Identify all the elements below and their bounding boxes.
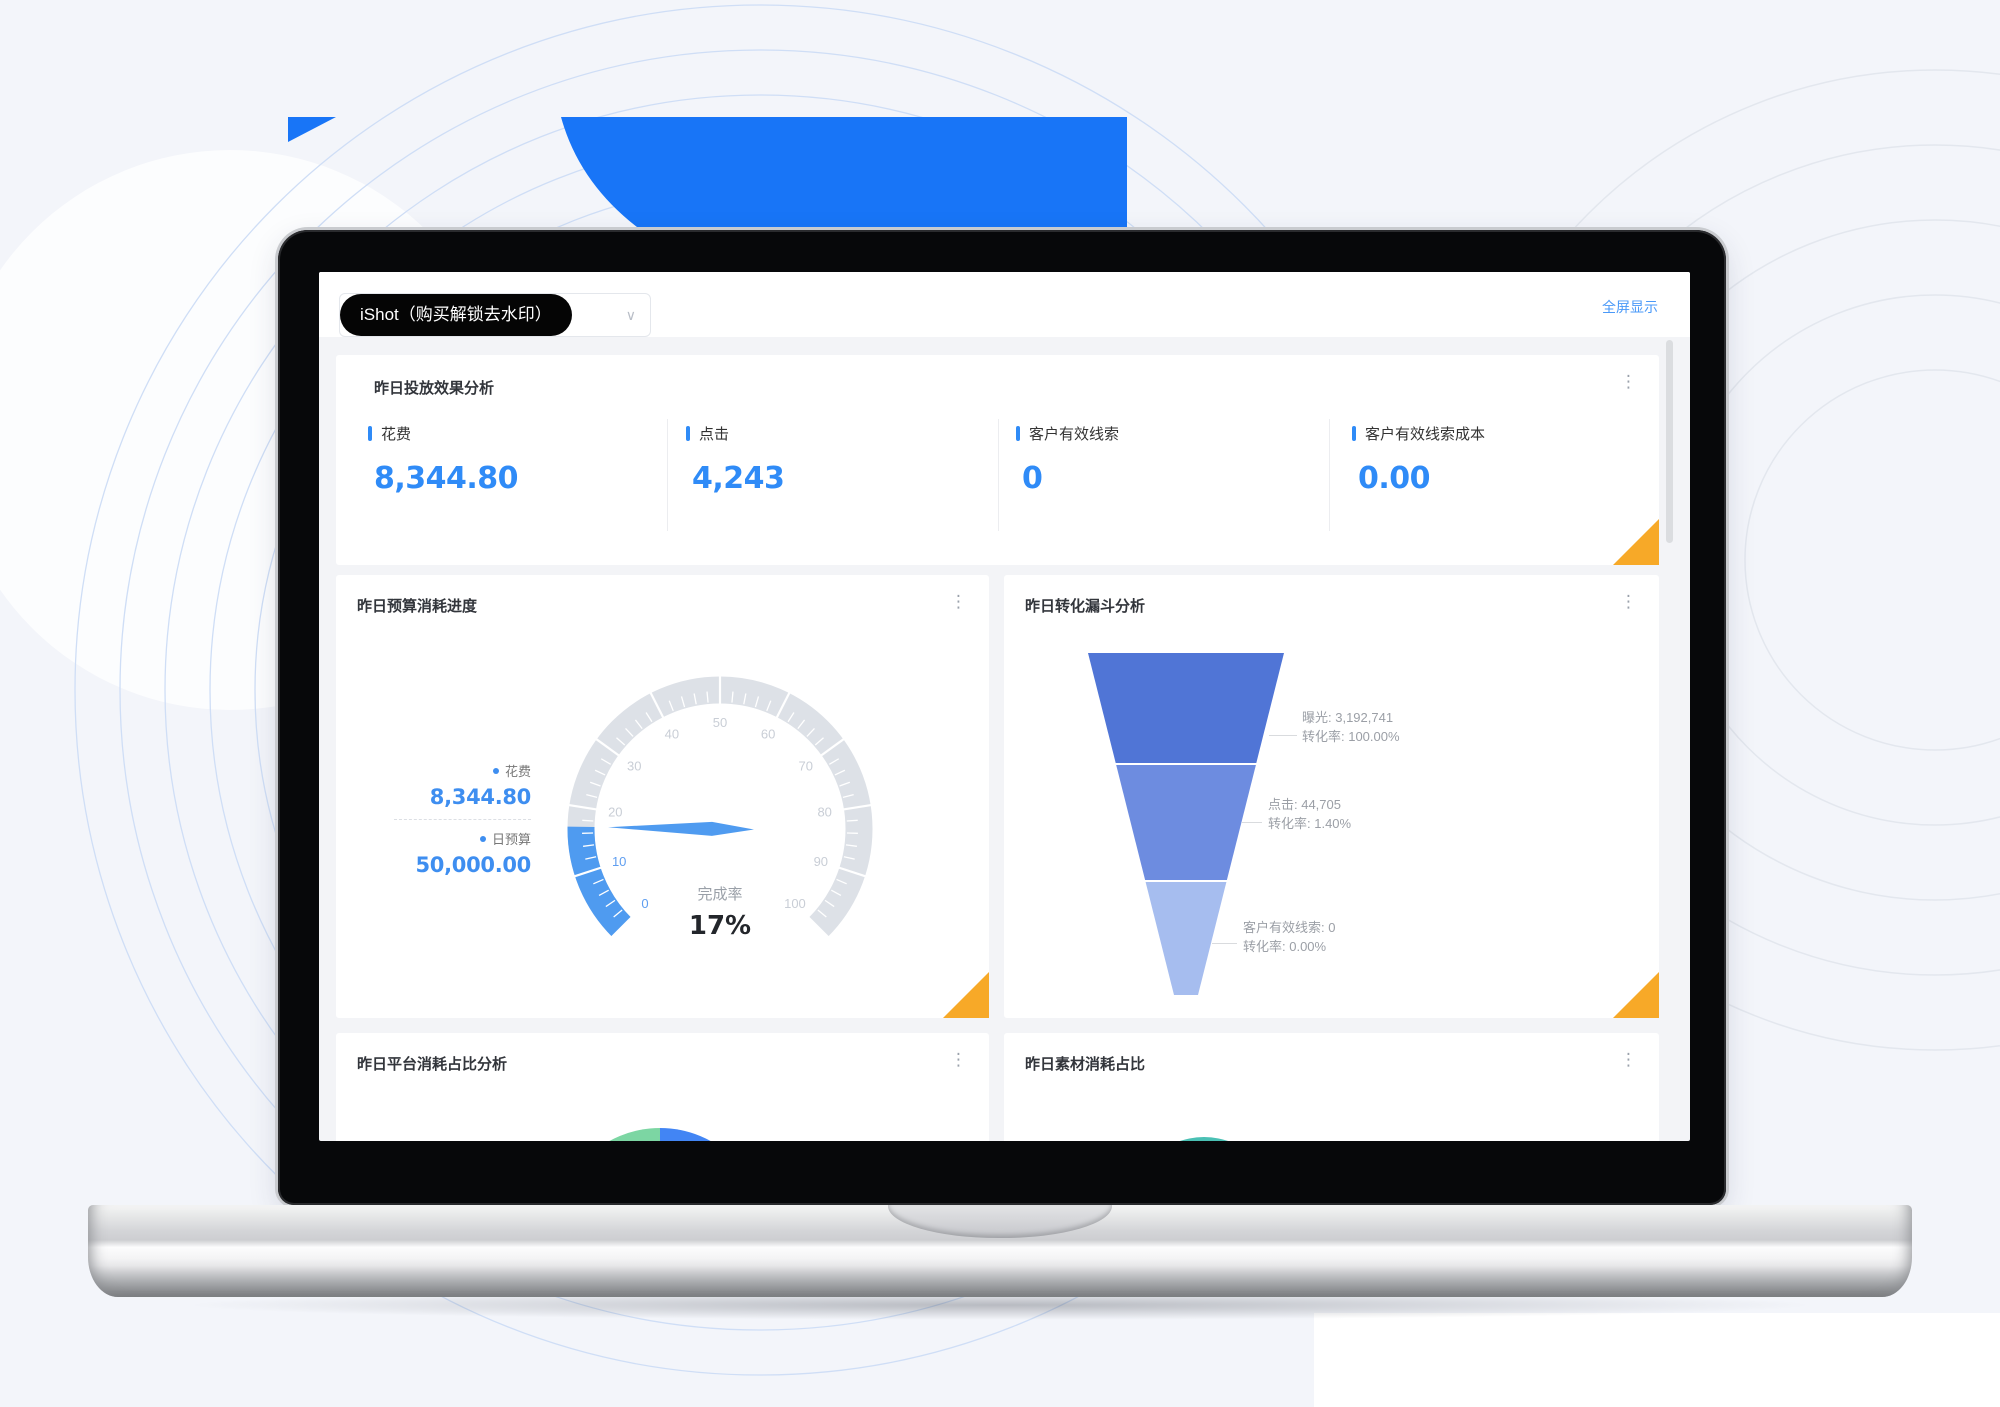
dashboard-topbar: ∨ iShot（购买解锁去水印） 全屏显示 — [319, 272, 1690, 337]
more-menu-icon[interactable]: ⋮ — [950, 1050, 967, 1069]
svg-text:100: 100 — [784, 896, 806, 911]
svg-text:60: 60 — [761, 727, 775, 742]
white-corner-decoration — [1314, 1313, 2000, 1407]
svg-text:10: 10 — [612, 854, 626, 869]
laptop-base-notch — [888, 1205, 1112, 1238]
legend-value: 50,000.00 — [415, 853, 531, 877]
platform-share-card: 昨日平台消耗占比分析 ⋮ — [336, 1033, 989, 1141]
more-menu-icon[interactable]: ⋮ — [1620, 592, 1637, 611]
label-connector — [1242, 822, 1262, 823]
blue-triangle-decoration — [288, 117, 336, 142]
kpi-card: 昨日投放效果分析 ⋮ 花费 8,344.80 点击 4,243 客户有效线索 0… — [336, 355, 1659, 606]
ocean-engine-badge-icon — [943, 972, 989, 1018]
funnel-label-clicks: 点击: 44,705 转化率: 1.40% — [1268, 797, 1352, 831]
gauge-detail-label: 完成率 — [697, 886, 743, 903]
legend-value: 8,344.80 — [429, 785, 532, 809]
kpi-marker-icon — [1352, 426, 1356, 441]
ocean-engine-badge-icon — [1613, 519, 1659, 565]
laptop-frame: ∨ iShot（购买解锁去水印） 全屏显示 昨日投放效果分析 ⋮ 花费 8,34… — [278, 230, 1726, 1205]
material-share-card: 昨日素材消耗占比 ⋮ — [1004, 1033, 1659, 1141]
divider — [1329, 419, 1330, 531]
funnel-label-leads: 客户有效线索: 0 转化率: 0.00% — [1243, 920, 1336, 954]
svg-text:90: 90 — [814, 854, 828, 869]
legend-dot-icon — [479, 836, 486, 842]
svg-text:20: 20 — [608, 804, 622, 819]
kpi-item-leads: 客户有效线索 0 — [1016, 413, 1346, 543]
svg-text:80: 80 — [817, 804, 831, 819]
funnel-label-exposure: 曝光: 3,192,741 转化率: 100.00% — [1302, 710, 1400, 744]
svg-text:70: 70 — [799, 759, 813, 774]
divider — [394, 819, 531, 820]
gauge-detail-value: 17% — [688, 911, 752, 941]
kpi-value: 8,344.80 — [374, 461, 519, 496]
more-menu-icon[interactable]: ⋮ — [1620, 372, 1637, 391]
ocean-engine-badge-icon — [1613, 972, 1659, 1018]
budget-gauge-card: 昨日预算消耗进度 ⋮ 花费 8,344.80 日预算 50,000.00 0 10… — [336, 575, 989, 1059]
label-connector — [1269, 735, 1297, 736]
funnel-stage-exposure — [1088, 653, 1284, 763]
fullscreen-button[interactable]: 全屏显示 — [1602, 299, 1658, 315]
more-menu-icon[interactable]: ⋮ — [1620, 1050, 1637, 1069]
svg-text:40: 40 — [665, 727, 679, 742]
kpi-label: 花费 — [381, 426, 412, 443]
more-menu-icon[interactable]: ⋮ — [950, 592, 967, 611]
legend-dot-icon — [492, 768, 499, 774]
kpi-label: 点击 — [699, 426, 730, 443]
kpi-value: 0 — [1022, 461, 1043, 496]
chevron-down-icon: ∨ — [625, 307, 636, 323]
kpi-label: 客户有效线索成本 — [1365, 426, 1486, 443]
kpi-item-cost: 花费 8,344.80 — [368, 413, 698, 543]
svg-text:0: 0 — [641, 896, 648, 911]
funnel-card-title: 昨日转化漏斗分析 — [1025, 598, 1146, 615]
kpi-item-clicks: 点击 4,243 — [686, 413, 1016, 543]
svg-text:50: 50 — [713, 715, 727, 730]
funnel-stage-leads — [1145, 882, 1227, 995]
svg-text:30: 30 — [627, 759, 641, 774]
label-connector — [1212, 943, 1237, 944]
kpi-item-lead-cost: 客户有效线索成本 0.00 — [1352, 413, 1682, 543]
kpi-marker-icon — [686, 426, 690, 441]
divider — [998, 419, 999, 531]
kpi-marker-icon — [1016, 426, 1020, 441]
kpi-value: 0.00 — [1358, 461, 1431, 496]
kpi-card-title: 昨日投放效果分析 — [374, 380, 495, 397]
scrollbar-thumb[interactable] — [1666, 340, 1673, 543]
legend-label: 日预算 — [491, 832, 531, 847]
material-pie-chart — [1129, 1137, 1279, 1141]
funnel-svg — [1088, 653, 1284, 995]
dashboard-screen: ∨ iShot（购买解锁去水印） 全屏显示 昨日投放效果分析 ⋮ 花费 8,34… — [319, 272, 1690, 1141]
funnel-card: 昨日转化漏斗分析 ⋮ 曝光: 3,192,741 转化率: 100.00% 点击:… — [1004, 575, 1659, 1059]
gauge-legend: 花费 8,344.80 日预算 50,000.00 — [376, 761, 531, 877]
platform-pie-chart — [555, 1128, 765, 1141]
laptop-base — [88, 1205, 1912, 1297]
material-card-title: 昨日素材消耗占比 — [1025, 1056, 1146, 1073]
kpi-marker-icon — [368, 426, 372, 441]
legend-label: 花费 — [504, 764, 531, 779]
kpi-label: 客户有效线索 — [1029, 426, 1120, 443]
gauge-svg: 0 10 20 30 40 50 60 70 80 90 100 — [567, 676, 873, 938]
ishot-watermark: iShot（购买解锁去水印） — [340, 294, 572, 336]
funnel-stage-clicks — [1116, 765, 1256, 880]
platform-card-title: 昨日平台消耗占比分析 — [357, 1056, 508, 1073]
gauge-card-title: 昨日预算消耗进度 — [357, 598, 478, 615]
kpi-value: 4,243 — [692, 461, 785, 496]
divider — [667, 419, 668, 531]
